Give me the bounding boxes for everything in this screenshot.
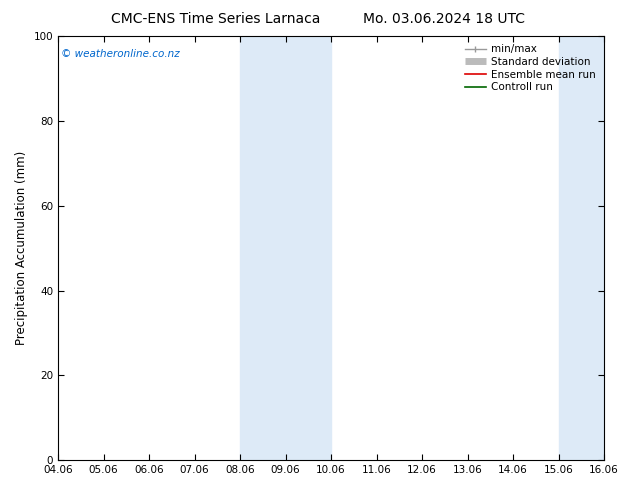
Bar bbox=[559, 36, 634, 460]
Legend: min/max, Standard deviation, Ensemble mean run, Controll run: min/max, Standard deviation, Ensemble me… bbox=[462, 41, 599, 96]
Bar bbox=[240, 36, 331, 460]
Y-axis label: Precipitation Accumulation (mm): Precipitation Accumulation (mm) bbox=[15, 151, 28, 345]
Text: © weatheronline.co.nz: © weatheronline.co.nz bbox=[61, 49, 179, 59]
Text: Mo. 03.06.2024 18 UTC: Mo. 03.06.2024 18 UTC bbox=[363, 12, 525, 26]
Text: CMC-ENS Time Series Larnaca: CMC-ENS Time Series Larnaca bbox=[111, 12, 320, 26]
